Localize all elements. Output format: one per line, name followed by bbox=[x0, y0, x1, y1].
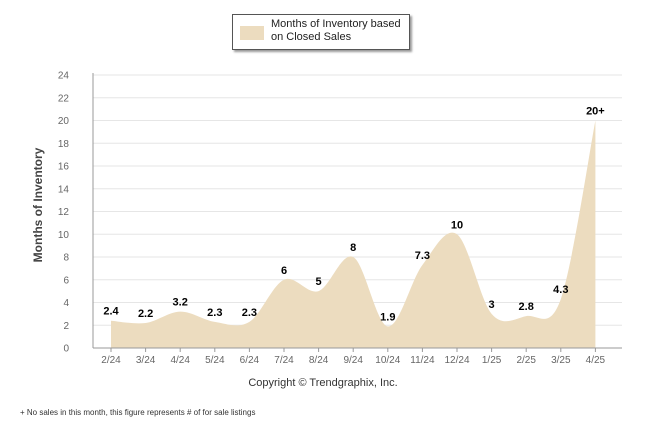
y-tick-label: 0 bbox=[63, 344, 69, 355]
data-label: 7.3 bbox=[415, 250, 430, 262]
data-label: 5 bbox=[316, 276, 322, 288]
x-tick-label: 3/24 bbox=[136, 355, 156, 366]
x-tick-label: 4/24 bbox=[170, 355, 190, 366]
y-tick-label: 22 bbox=[58, 93, 70, 104]
y-tick-label: 14 bbox=[58, 184, 70, 195]
legend-swatch bbox=[240, 26, 264, 40]
x-tick-label: 10/24 bbox=[375, 355, 400, 366]
data-label: 6 bbox=[281, 265, 287, 277]
data-label: 20+ bbox=[586, 106, 605, 118]
data-label: 2.2 bbox=[138, 308, 153, 320]
data-label: 2.3 bbox=[242, 307, 257, 319]
series-area bbox=[111, 120, 596, 348]
x-tick-label: 6/24 bbox=[240, 355, 260, 366]
y-tick-label: 2 bbox=[63, 321, 69, 332]
data-label: 4.3 bbox=[553, 284, 568, 296]
legend: Months of Inventory based on Closed Sale… bbox=[232, 14, 410, 50]
x-tick-label: 12/24 bbox=[444, 355, 469, 366]
y-tick-label: 24 bbox=[58, 71, 70, 82]
data-label: 2.4 bbox=[103, 306, 119, 318]
x-tick-label: 11/24 bbox=[410, 355, 435, 366]
y-tick-label: 20 bbox=[58, 116, 70, 127]
y-tick-label: 16 bbox=[58, 162, 70, 173]
data-label: 8 bbox=[350, 242, 356, 254]
x-tick-label: 8/24 bbox=[309, 355, 329, 366]
data-label: 2.8 bbox=[519, 301, 534, 313]
legend-label: Months of Inventory based on Closed Sale… bbox=[271, 18, 401, 43]
x-tick-label: 9/24 bbox=[343, 355, 363, 366]
y-tick-label: 4 bbox=[63, 298, 69, 309]
data-labels: 2.4 2.2 3.2 2.3 2.3 6 5 8 1.9 7.3 10 3 2.8 4.3 20+ bbox=[103, 106, 604, 324]
grid-lines bbox=[93, 74, 622, 349]
x-tick-label: 2/24 bbox=[101, 355, 121, 366]
x-tick-label: 3/25 bbox=[551, 355, 571, 366]
x-axis-ticks: 2/24 3/24 4/24 5/24 6/24 7/24 8/24 9/24 10/24 11/… bbox=[101, 348, 606, 366]
y-tick-label: 12 bbox=[58, 207, 70, 218]
y-tick-label: 6 bbox=[63, 275, 69, 286]
axes bbox=[92, 73, 622, 349]
y-tick-label: 8 bbox=[63, 253, 69, 264]
y-axis-label: Months of Inventory bbox=[31, 147, 45, 262]
x-tick-label: 7/24 bbox=[274, 355, 294, 366]
copyright: Copyright © Trendgraphix, Inc. bbox=[248, 377, 398, 389]
data-label: 1.9 bbox=[380, 311, 395, 323]
data-label: 3 bbox=[489, 299, 495, 311]
y-tick-label: 10 bbox=[58, 230, 70, 241]
x-tick-label: 2/25 bbox=[516, 355, 536, 366]
x-tick-label: 1/25 bbox=[482, 355, 502, 366]
x-tick-label: 4/25 bbox=[586, 355, 606, 366]
x-tick-label: 5/24 bbox=[205, 355, 225, 366]
data-label: 3.2 bbox=[173, 297, 188, 309]
footnote: + No sales in this month, this figure re… bbox=[20, 408, 256, 417]
y-tick-label: 18 bbox=[58, 139, 70, 150]
data-label: 10 bbox=[451, 219, 463, 231]
data-label: 2.3 bbox=[207, 307, 222, 319]
